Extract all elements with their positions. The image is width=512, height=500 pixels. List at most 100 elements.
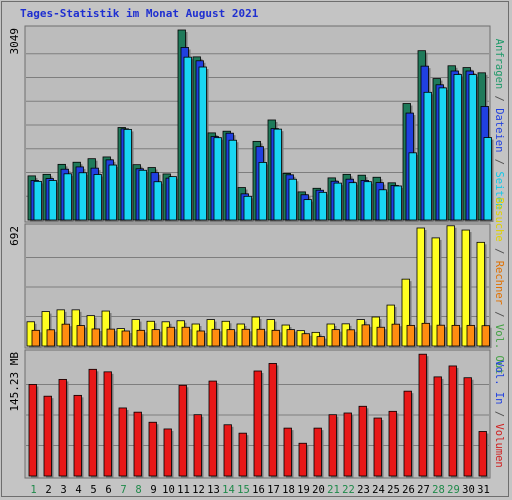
legend-bottom: Vol. In / Volumen bbox=[493, 360, 505, 468]
seiten-bar bbox=[378, 189, 387, 221]
legend-top: Anfragen / Dateien / Seiten bbox=[493, 39, 505, 210]
day-label: 24 bbox=[372, 484, 385, 496]
seiten-bar bbox=[258, 162, 267, 221]
volumen-bar bbox=[118, 407, 127, 477]
legend-entry: / bbox=[493, 411, 505, 424]
volumen-bar bbox=[148, 421, 157, 477]
day-label: 1 bbox=[30, 484, 36, 496]
day-label: 31 bbox=[477, 484, 490, 496]
rechner-bar bbox=[481, 325, 490, 347]
volumen-bar bbox=[478, 431, 487, 477]
seiten-bar bbox=[318, 191, 327, 221]
seiten-bar bbox=[288, 178, 297, 221]
rechner-bar bbox=[316, 336, 325, 347]
seiten-bar bbox=[273, 128, 282, 221]
besuche-bar bbox=[416, 227, 425, 347]
volumen-bar bbox=[178, 384, 187, 477]
legend-entry: Vol. In bbox=[493, 360, 505, 411]
day-label: 2 bbox=[45, 484, 51, 496]
day-label: 15 bbox=[237, 484, 250, 496]
volumen-bar bbox=[388, 410, 397, 477]
rechner-bar bbox=[271, 329, 280, 347]
legend-entry: Rechner bbox=[493, 261, 505, 312]
volumen-bar bbox=[313, 427, 322, 477]
seiten-bar bbox=[63, 173, 72, 221]
day-label: 13 bbox=[207, 484, 220, 496]
rechner-bar bbox=[361, 324, 370, 347]
day-label: 7 bbox=[120, 484, 126, 496]
besuche-bar bbox=[446, 225, 455, 347]
volumen-bar bbox=[163, 428, 172, 477]
day-label: 11 bbox=[177, 484, 190, 496]
volumen-bar bbox=[328, 414, 337, 477]
seiten-bar bbox=[243, 195, 252, 221]
seiten-bar bbox=[423, 91, 432, 221]
legend-entry: / bbox=[493, 96, 505, 109]
rechner-bar bbox=[436, 324, 445, 347]
rechner-bar bbox=[331, 329, 340, 347]
rechner-bar bbox=[391, 323, 400, 347]
seiten-bar bbox=[123, 128, 132, 221]
seiten-bar bbox=[48, 180, 57, 221]
volumen-bar bbox=[433, 376, 442, 477]
day-label: 4 bbox=[75, 484, 81, 496]
rechner-bar bbox=[211, 328, 220, 347]
seiten-bar bbox=[153, 181, 162, 221]
seiten-bar bbox=[213, 137, 222, 221]
seiten-bar bbox=[108, 164, 117, 221]
seiten-bar bbox=[138, 169, 147, 221]
volumen-bar bbox=[88, 368, 97, 477]
rechner-bar bbox=[181, 326, 190, 347]
legend-entry: Dateien bbox=[493, 108, 505, 159]
volumen-bar bbox=[58, 378, 67, 477]
day-label: 25 bbox=[387, 484, 400, 496]
seiten-bar bbox=[93, 174, 102, 221]
seiten-bar bbox=[453, 74, 462, 221]
day-label: 29 bbox=[447, 484, 460, 496]
rechner-bar bbox=[256, 328, 265, 347]
volumen-bar bbox=[193, 414, 202, 477]
day-label: 16 bbox=[252, 484, 265, 496]
besuche-bar bbox=[101, 310, 110, 347]
day-label: 8 bbox=[135, 484, 141, 496]
seiten-bar bbox=[363, 181, 372, 221]
volumen-bar bbox=[238, 432, 247, 477]
rechner-bar bbox=[376, 326, 385, 347]
legend-entry: Volumen bbox=[493, 423, 505, 467]
rechner-bar bbox=[76, 325, 85, 347]
volumen-bar bbox=[73, 394, 82, 477]
besuche-bar bbox=[476, 241, 485, 347]
rechner-bar bbox=[196, 330, 205, 347]
rechner-bar bbox=[151, 329, 160, 347]
seiten-bar bbox=[78, 172, 87, 221]
seiten-bar bbox=[303, 199, 312, 221]
seiten-bar bbox=[228, 139, 237, 221]
volumen-bar bbox=[403, 390, 412, 477]
volumen-bar bbox=[28, 384, 37, 477]
volumen-bar bbox=[283, 427, 292, 477]
legend-entry: Besuche bbox=[493, 197, 505, 248]
day-label: 26 bbox=[402, 484, 415, 496]
y-max-label-middle: 692 bbox=[8, 226, 21, 246]
day-label: 28 bbox=[432, 484, 445, 496]
chart-title: Tages-Statistik im Monat August 2021 bbox=[20, 7, 259, 20]
rechner-bar bbox=[226, 329, 235, 347]
rechner-bar bbox=[136, 329, 145, 347]
volumen-bar bbox=[358, 405, 367, 477]
besuche-bar bbox=[431, 237, 440, 347]
day-label: 14 bbox=[222, 484, 235, 496]
legend-entry: / bbox=[493, 311, 505, 324]
day-label: 23 bbox=[357, 484, 370, 496]
seiten-bar bbox=[33, 180, 42, 221]
volumen-bar bbox=[223, 424, 232, 477]
y-max-label-top: 3049 bbox=[8, 28, 21, 55]
seiten-bar bbox=[168, 176, 177, 221]
volumen-bar bbox=[253, 370, 262, 477]
seiten-bar bbox=[483, 137, 492, 221]
rechner-bar bbox=[166, 326, 175, 347]
seiten-bar bbox=[183, 56, 192, 221]
day-label: 18 bbox=[282, 484, 295, 496]
day-label: 6 bbox=[105, 484, 111, 496]
